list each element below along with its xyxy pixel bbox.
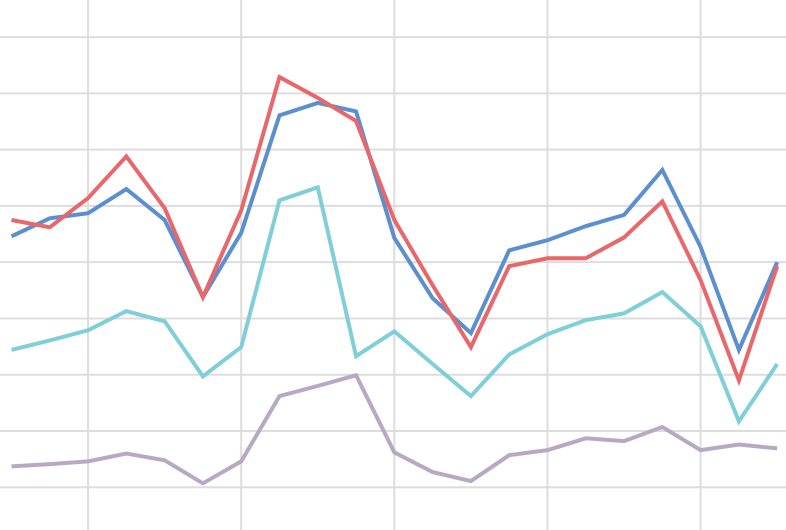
- data-line: [11, 74, 780, 387]
- data-line: [11, 184, 779, 426]
- data-line: [11, 372, 778, 486]
- data-line: [10, 100, 780, 356]
